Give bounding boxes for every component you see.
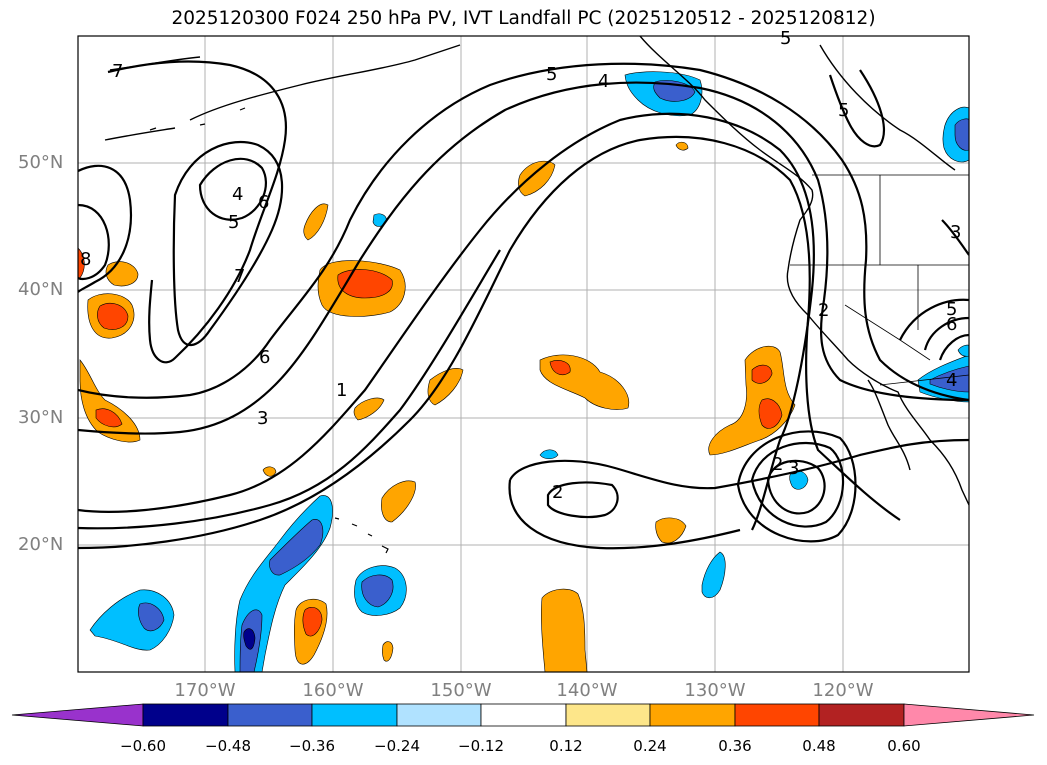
- contour-label: 2: [818, 300, 829, 321]
- colorbar-tick: −0.12: [458, 737, 504, 755]
- colorbar-tick: −0.36: [289, 737, 335, 755]
- colorbar-tick: 0.12: [549, 737, 583, 755]
- lat-label: 20°N: [18, 534, 64, 555]
- pv-contours: [78, 60, 969, 550]
- contour-label: 3: [788, 458, 799, 479]
- colorbar-swatch: [227, 703, 313, 727]
- colorbar-extend-high: [903, 703, 1035, 727]
- colorbar-swatch: [142, 703, 229, 727]
- contour-label: 6: [259, 347, 270, 368]
- colorbar-swatch: [396, 703, 482, 727]
- negative-ivt-regions: [89, 71, 969, 672]
- map-frame: [77, 35, 970, 673]
- contour-label: 7: [112, 61, 123, 82]
- contour-label: 4: [598, 71, 609, 92]
- lon-label: 150°W: [430, 680, 492, 701]
- contour-label: 6: [258, 192, 269, 213]
- colorbar-tick: 0.60: [887, 737, 921, 755]
- colorbar: [11, 703, 1035, 727]
- colorbar-swatch: [734, 703, 820, 727]
- contour-label: 1: [336, 380, 347, 401]
- positive-ivt-regions: [78, 141, 796, 672]
- map-title: 2025120300 F024 250 hPa PV, IVT Landfall…: [171, 8, 876, 29]
- contour-label: 4: [232, 184, 243, 205]
- contour-label: 6: [946, 314, 957, 335]
- colorbar-swatch: [565, 703, 651, 727]
- colorbar-tick: −0.60: [120, 737, 166, 755]
- colorbar-tick: 0.48: [802, 737, 836, 755]
- colorbar-tick: 0.36: [718, 737, 752, 755]
- lon-label: 130°W: [684, 680, 746, 701]
- contour-label: 2: [552, 482, 563, 503]
- colorbar-tick: −0.24: [374, 737, 420, 755]
- colorbar-tick: −0.48: [205, 737, 251, 755]
- lon-label: 140°W: [556, 680, 618, 701]
- contour-label: 3: [950, 222, 961, 243]
- lon-label: 120°W: [812, 680, 874, 701]
- lon-label: 170°W: [174, 680, 236, 701]
- colorbar-extend-low: [11, 703, 144, 727]
- gridlines: [78, 36, 969, 672]
- contour-label: 5: [838, 100, 849, 121]
- contour-label: 4: [946, 370, 957, 391]
- contour-label: 5: [780, 28, 791, 49]
- lat-label: 40°N: [18, 279, 64, 300]
- colorbar-swatch: [818, 703, 905, 727]
- contour-label: 2: [772, 454, 783, 475]
- contour-label: 3: [257, 408, 268, 429]
- contour-label: 5: [946, 299, 957, 320]
- coastlines: [104, 36, 969, 506]
- lon-label: 160°W: [302, 680, 364, 701]
- lat-label: 50°N: [18, 152, 64, 173]
- colorbar-tick: 0.24: [633, 737, 667, 755]
- contour-label: 7: [234, 266, 245, 287]
- colorbar-swatch: [649, 703, 736, 727]
- contour-label: 5: [228, 212, 239, 233]
- colorbar-swatch: [480, 703, 567, 727]
- contour-label: 5: [546, 64, 557, 85]
- colorbar-swatch: [311, 703, 398, 727]
- lat-label: 30°N: [18, 407, 64, 428]
- contour-labels: 7 5 4 5 4 6 7 6 8 3 1 2 2 3 2 5 6 4 5 3 …: [80, 28, 961, 503]
- islands: [149, 107, 389, 554]
- contour-label: 8: [80, 249, 91, 270]
